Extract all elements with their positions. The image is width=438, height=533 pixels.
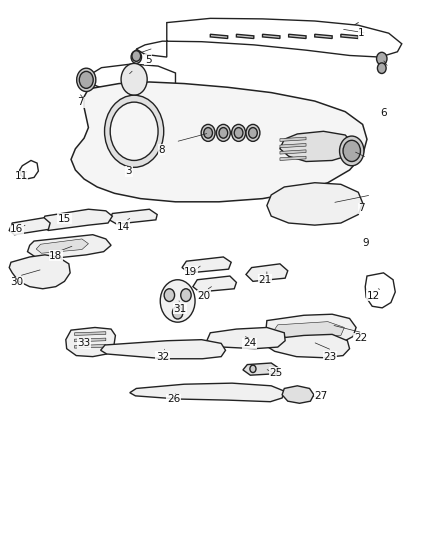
- Text: 8: 8: [158, 145, 165, 155]
- Text: 19: 19: [184, 267, 198, 277]
- Circle shape: [219, 127, 228, 138]
- Circle shape: [234, 127, 243, 138]
- Circle shape: [131, 51, 141, 63]
- Polygon shape: [66, 327, 116, 357]
- Text: 27: 27: [315, 391, 328, 401]
- Polygon shape: [280, 150, 306, 154]
- Polygon shape: [246, 264, 288, 281]
- Polygon shape: [136, 18, 402, 57]
- Circle shape: [232, 124, 246, 141]
- Text: 7: 7: [78, 97, 84, 107]
- Text: 32: 32: [156, 352, 169, 361]
- Polygon shape: [267, 183, 363, 225]
- Circle shape: [377, 52, 387, 65]
- Polygon shape: [84, 64, 176, 93]
- Text: 33: 33: [78, 338, 91, 349]
- Text: 26: 26: [167, 394, 180, 404]
- Polygon shape: [265, 334, 350, 358]
- Text: 25: 25: [269, 368, 283, 377]
- Circle shape: [164, 289, 175, 302]
- Circle shape: [132, 51, 141, 61]
- Text: 21: 21: [258, 274, 272, 285]
- Text: 7: 7: [358, 203, 365, 213]
- Polygon shape: [280, 131, 354, 161]
- Polygon shape: [74, 332, 106, 335]
- Text: 5: 5: [145, 55, 152, 64]
- Polygon shape: [182, 257, 231, 273]
- Polygon shape: [101, 340, 226, 359]
- Text: 3: 3: [125, 166, 132, 176]
- Polygon shape: [280, 137, 306, 141]
- Circle shape: [160, 280, 195, 322]
- Circle shape: [250, 365, 256, 373]
- Circle shape: [110, 102, 158, 160]
- Text: 20: 20: [197, 290, 210, 301]
- Polygon shape: [237, 34, 254, 38]
- Polygon shape: [280, 156, 306, 160]
- Polygon shape: [110, 209, 157, 224]
- Circle shape: [339, 136, 364, 166]
- Text: 31: 31: [173, 304, 187, 314]
- Text: 9: 9: [363, 238, 369, 248]
- Text: 1: 1: [358, 28, 365, 38]
- Polygon shape: [210, 34, 228, 38]
- Polygon shape: [193, 276, 237, 292]
- Circle shape: [378, 63, 386, 74]
- Circle shape: [121, 63, 147, 95]
- Polygon shape: [36, 239, 88, 253]
- Text: 11: 11: [14, 172, 28, 181]
- Polygon shape: [341, 34, 358, 38]
- Polygon shape: [266, 314, 356, 343]
- Polygon shape: [9, 255, 70, 289]
- Circle shape: [201, 124, 215, 141]
- Polygon shape: [71, 82, 367, 202]
- Polygon shape: [130, 383, 284, 402]
- Circle shape: [216, 124, 230, 141]
- Polygon shape: [207, 327, 285, 349]
- Polygon shape: [9, 217, 50, 235]
- Circle shape: [105, 95, 164, 167]
- Circle shape: [343, 140, 360, 161]
- Circle shape: [79, 71, 93, 88]
- Text: 18: 18: [49, 251, 63, 261]
- Text: 6: 6: [380, 108, 387, 118]
- Polygon shape: [243, 363, 279, 375]
- Polygon shape: [20, 160, 39, 179]
- Polygon shape: [273, 321, 344, 337]
- Circle shape: [246, 124, 260, 141]
- Polygon shape: [282, 386, 314, 403]
- Text: 30: 30: [10, 277, 23, 287]
- Text: 14: 14: [117, 222, 130, 232]
- Polygon shape: [289, 34, 306, 38]
- Circle shape: [181, 289, 191, 302]
- Polygon shape: [41, 209, 113, 230]
- Polygon shape: [74, 344, 106, 348]
- Text: 15: 15: [58, 214, 71, 224]
- Polygon shape: [365, 273, 395, 308]
- Circle shape: [77, 68, 96, 92]
- Text: 23: 23: [323, 352, 337, 361]
- Circle shape: [249, 127, 257, 138]
- Text: 24: 24: [243, 338, 256, 349]
- Polygon shape: [28, 235, 111, 259]
- Text: 12: 12: [367, 290, 380, 301]
- Polygon shape: [74, 338, 106, 342]
- Circle shape: [173, 306, 183, 319]
- Text: 22: 22: [354, 333, 367, 343]
- Text: 16: 16: [10, 224, 23, 235]
- Polygon shape: [315, 34, 332, 38]
- Polygon shape: [262, 34, 280, 38]
- Polygon shape: [280, 143, 306, 148]
- Circle shape: [204, 127, 212, 138]
